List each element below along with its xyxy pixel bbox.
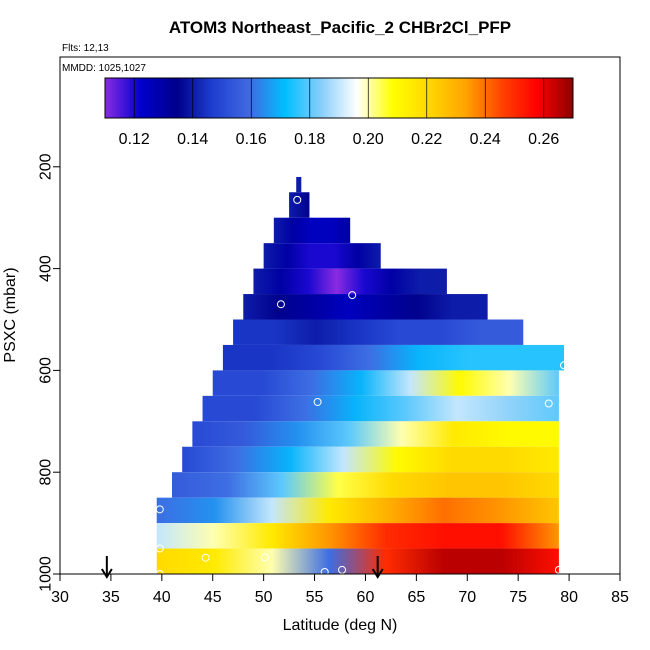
sample-point: [155, 505, 164, 514]
sample-point: [554, 565, 563, 574]
sample-point: [293, 195, 302, 204]
y-tick-label: 800: [38, 459, 55, 486]
colorbar-tick-label: 0.14: [177, 131, 208, 148]
heatmap-row: [243, 294, 488, 320]
heatmap-row: [233, 319, 524, 345]
x-tick-label: 65: [407, 589, 425, 606]
x-tick-label: 70: [458, 589, 476, 606]
heatmap-row: [182, 446, 559, 473]
y-tick-label: 600: [38, 357, 55, 384]
heatmap-row: [156, 523, 559, 549]
colorbar-frame: [104, 77, 574, 119]
sample-point: [348, 291, 357, 300]
x-tick-label: 35: [102, 589, 120, 606]
heatmap-row: [222, 344, 564, 371]
x-tick-label: 55: [306, 589, 324, 606]
x-axis-label: Latitude (deg N): [283, 617, 398, 634]
arrow-marker: [100, 556, 113, 579]
sample-point: [260, 553, 269, 562]
heatmap-row: [212, 370, 559, 396]
arrow-markers: [100, 556, 384, 579]
y-tick-label: 200: [38, 153, 55, 180]
heatmap-row: [296, 176, 302, 193]
sample-point: [313, 397, 322, 406]
x-axis: 30 35 40 45 50 55 60 65 70 75 80 85: [51, 574, 629, 606]
x-tick-label: 75: [509, 589, 527, 606]
arrow-marker: [371, 556, 384, 579]
sample-point: [276, 300, 285, 309]
x-tick-label: 40: [153, 589, 171, 606]
heatmap-row: [273, 217, 351, 244]
x-tick-label: 80: [560, 589, 578, 606]
colorbar-tick-label: 0.16: [236, 131, 267, 148]
y-tick-label: 1000: [38, 556, 55, 592]
sample-point: [320, 567, 329, 576]
heatmap-row: [192, 421, 559, 447]
colorbar-tick-label: 0.24: [470, 131, 501, 148]
sample-point: [201, 553, 210, 562]
dates-label: MMDD: 1025,1027: [62, 63, 146, 74]
heatmap-row: [263, 243, 381, 269]
heatmap-row: [289, 192, 310, 218]
y-tick-label: 400: [38, 255, 55, 282]
x-tick-label: 50: [255, 589, 273, 606]
heatmap-row: [172, 472, 559, 498]
x-tick-label: 30: [51, 589, 69, 606]
sample-point: [338, 565, 347, 574]
sample-point: [155, 544, 164, 553]
arrow-head: [100, 568, 113, 579]
x-tick-label: 85: [611, 589, 629, 606]
x-tick-label: 60: [357, 589, 375, 606]
colorbar-tick-label: 0.26: [528, 131, 559, 148]
chart-title: ATOM3 Northeast_Pacific_2 CHBr2Cl_PFP: [169, 18, 511, 37]
x-tick-label: 45: [204, 589, 222, 606]
colorbar-tick-label: 0.12: [119, 131, 150, 148]
arrow-head: [371, 568, 384, 579]
heatmap-row: [202, 395, 559, 422]
sample-point: [544, 399, 553, 408]
plot-frame: [59, 56, 621, 575]
colorbar-tick-label: 0.18: [294, 131, 325, 148]
heatmap-row: [253, 268, 447, 295]
y-axis: 200 400 600 800 1000: [38, 153, 60, 592]
heatmap-row: [156, 497, 559, 524]
heatmap-row: [156, 548, 559, 574]
heatmap: [156, 176, 564, 574]
colorbar: 0.12 0.14 0.16 0.18 0.20 0.22 0.24 0.26: [104, 77, 574, 148]
y-axis-label: PSXC (mbar): [2, 267, 19, 362]
colorbar-fill: [105, 78, 573, 118]
colorbar-tick-label: 0.22: [411, 131, 442, 148]
colorbar-tick-label: 0.20: [353, 131, 384, 148]
flights-label: Flts: 12,13: [62, 43, 109, 54]
sample-point: [560, 361, 568, 370]
